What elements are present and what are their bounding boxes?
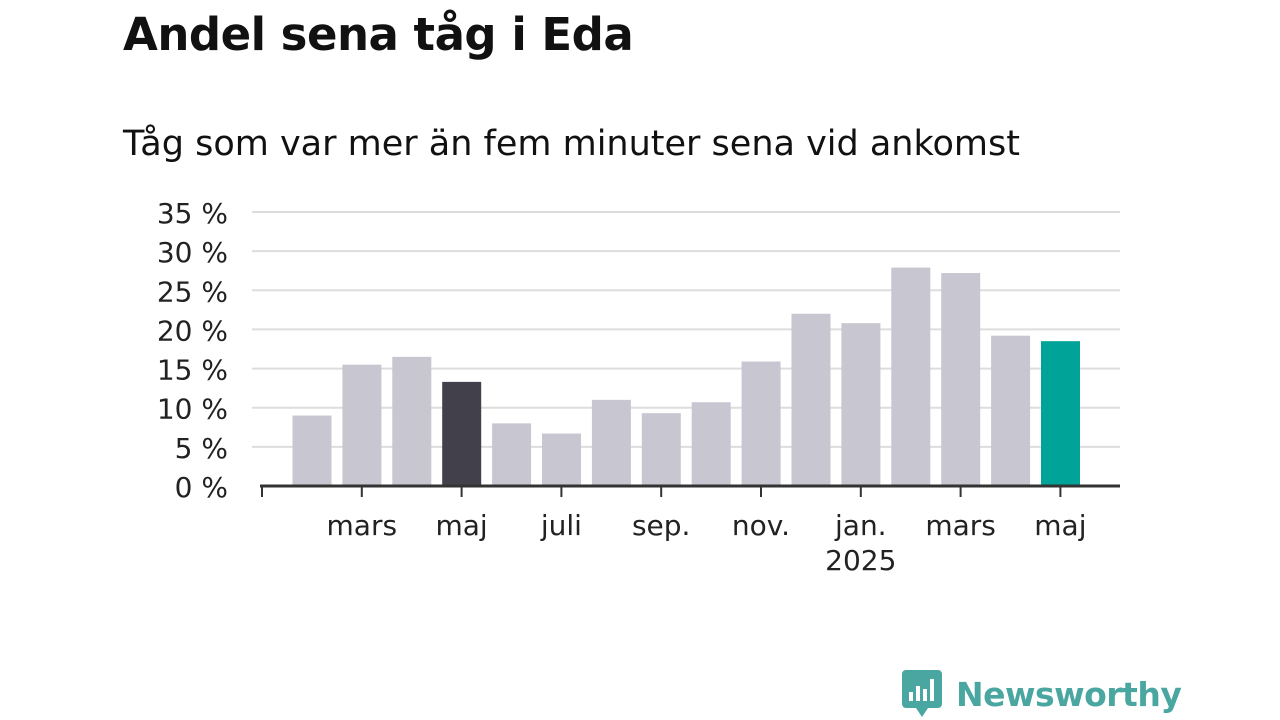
x-tick-label: maj	[435, 509, 487, 542]
bar	[342, 364, 382, 486]
x-tick-label: mars	[925, 509, 996, 542]
newsworthy-logo-text: Newsworthy	[956, 674, 1182, 714]
y-tick-label: 10 %	[157, 393, 228, 426]
y-tick-label: 30 %	[157, 236, 228, 269]
x-tick-label: juli	[540, 509, 582, 542]
bar	[641, 413, 681, 486]
bar	[991, 335, 1031, 486]
bars	[292, 267, 1080, 486]
x-axis	[260, 484, 1120, 497]
x-tick-label: nov.	[732, 509, 790, 542]
bar-chart: 0 % 5 % 10 % 15 % 20 % 25 % 30 % 35 % mars maj ju…	[157, 197, 1120, 577]
bar	[492, 423, 532, 486]
x-tick-label: mars	[327, 509, 398, 542]
y-tick-label: 25 %	[157, 275, 228, 308]
y-tick-label: 20 %	[157, 314, 228, 347]
x-tick-sublabel: 2025	[825, 544, 896, 577]
chart-title: Andel sena tåg i Eda	[123, 8, 634, 61]
y-axis-tick-labels: 0 % 5 % 10 % 15 % 20 % 25 % 30 % 35 %	[157, 197, 228, 504]
bar	[542, 433, 581, 486]
bar	[841, 323, 881, 486]
y-tick-label: 0 %	[175, 471, 228, 504]
x-tick-label: sep.	[632, 509, 691, 542]
y-tick-label: 15 %	[157, 354, 228, 387]
x-tick-label: maj	[1034, 509, 1086, 542]
y-tick-label: 35 %	[157, 197, 228, 230]
bar	[292, 415, 332, 486]
bar	[1041, 341, 1080, 486]
x-tick-label: jan.	[834, 509, 887, 542]
bar	[741, 361, 781, 486]
chart-subtitle: Tåg som var mer än fem minuter sena vid …	[123, 124, 1020, 164]
bar	[791, 313, 831, 486]
newsworthy-logo: Newsworthy	[902, 670, 1182, 718]
x-axis-tick-labels: mars maj juli sep. nov. jan.2025 mars maj	[327, 509, 1087, 577]
bar	[392, 356, 432, 486]
bar	[442, 381, 482, 486]
y-tick-label: 5 %	[175, 432, 228, 465]
bar	[691, 402, 731, 486]
newsworthy-logo-icon	[902, 670, 942, 717]
bar	[941, 273, 981, 486]
bar	[591, 399, 631, 486]
bar	[891, 267, 931, 486]
grid-lines	[252, 211, 1120, 448]
